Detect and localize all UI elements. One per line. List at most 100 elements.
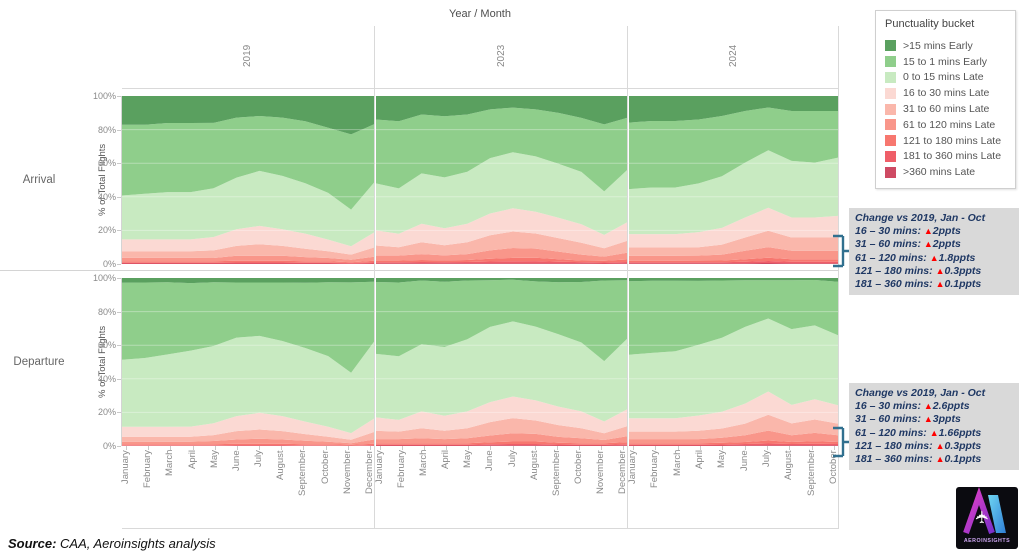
x-axis-month-label: April [440,450,452,470]
x-axis-tick-mark [424,446,426,450]
y-axis-tick-label: 20% [97,225,116,236]
area-band [122,429,374,444]
area-band [376,96,627,125]
x-axis-tick-mark [402,446,404,450]
y-axis-tick-mark [117,163,121,165]
legend-item-label: 31 to 60 mins Late [903,103,990,116]
x-axis-month-label: January [120,450,131,484]
x-axis-month-label: June [230,450,242,471]
bottom-axis-line [122,528,839,529]
legend-item[interactable]: 15 to 1 mins Early [885,54,1006,70]
legend-item-label: 0 to 15 mins Late [903,71,984,84]
triangle-up-icon: ▲ [935,279,945,290]
y-axis-tick-label: 80% [97,124,116,135]
area-band [376,279,627,362]
x-axis-month-label: November [341,450,353,494]
area-band [376,257,627,263]
x-axis-tick-mark [534,446,536,450]
area-band [122,281,374,373]
y-axis-tick-mark [117,412,121,414]
x-axis-month-label: May [462,450,474,468]
legend-swatch-icon [885,150,896,162]
legend-item[interactable]: 181 to 360 mins Late [885,149,1006,165]
legend-swatch-icon [885,71,896,83]
area-band [629,261,838,264]
legend-item[interactable]: 16 to 30 mins Late [885,85,1006,101]
source-label: Source: [8,536,57,551]
annotation-line: 16 – 30 mins: ▲2.6ppts [855,400,970,413]
year-facet-label: 2024 [727,44,739,68]
y-axis-tick-mark [117,278,121,279]
area-band [376,107,627,192]
y-axis-tick-label: 100% [92,273,116,283]
x-axis-month-label: September [550,450,562,497]
y-axis-title-arrival: % of Total Flights [97,143,108,217]
x-axis-month-label: May [208,450,220,468]
x-axis-tick-mark [148,446,150,450]
triangle-up-icon: ▲ [929,427,939,438]
area-band [629,445,838,446]
area-band [629,440,838,445]
x-axis-month-label: September [805,450,817,497]
x-axis-month-label: February [649,450,661,489]
x-axis-tick-mark [512,446,514,450]
row-label-arrival: Arrival [22,174,56,186]
annotation-line: 31 – 60 mins: ▲2ppts [855,238,961,251]
y-axis-tick-label: 60% [97,158,116,169]
y-axis-line-arrival [121,96,122,264]
y-axis-title-departure: % of Total Flights [97,325,108,399]
panel-right-border [838,26,839,528]
legend-item[interactable]: 61 to 120 mins Late [885,117,1006,133]
area-band [122,438,374,445]
area-band [376,321,627,422]
x-axis-tick-mark [347,446,349,450]
legend-item[interactable]: 0 to 15 mins Late [885,70,1006,86]
area-band [122,278,374,284]
area-band [629,263,838,264]
panel-separator-1 [374,26,375,528]
x-axis-month-label: January [374,450,385,484]
triangle-up-icon: ▲ [923,239,933,250]
annotation-line: 181 – 360 mins: ▲0.1ppts [855,453,982,466]
legend-item-label: 16 to 30 mins Late [903,87,990,100]
area-band [122,445,374,446]
legend-item-label: 15 to 1 mins Early [903,55,988,68]
y-axis-tick-label: 40% [97,373,116,384]
area-band [122,260,374,263]
area-band [629,257,838,263]
x-axis-month-label: March [671,450,683,477]
legend-item[interactable]: 31 to 60 mins Late [885,101,1006,117]
legend-item[interactable]: 121 to 180 mins Late [885,133,1006,149]
legend-item-label: 121 to 180 mins Late [903,134,1002,147]
x-axis-tick-mark [744,446,746,450]
area-band [122,225,374,255]
legend-item[interactable]: >360 mins Late [885,164,1006,180]
triangle-up-icon: ▲ [923,401,933,412]
y-axis-tick-mark [117,196,121,198]
x-axis-tick-mark [303,446,305,450]
x-axis-tick-mark [446,446,448,450]
area-band [122,443,374,446]
legend-swatch-icon [885,166,896,178]
x-axis-tick-mark [767,446,768,450]
triangle-up-icon: ▲ [935,265,945,276]
panel-departure-2019 [122,278,374,446]
triangle-up-icon: ▲ [935,454,945,465]
legend: Punctuality bucket >15 mins Early 15 to 1… [875,10,1016,190]
area-band [629,278,838,282]
year-facet-label: 2023 [495,44,507,68]
y-axis-tick-label: 0% [102,441,116,451]
area-band [376,248,627,261]
aeroinsights-logo: ✈ AEROINSIGHTS [956,486,1018,549]
y-axis-tick-mark [117,96,121,97]
logo-wordmark: AEROINSIGHTS [964,538,1010,544]
column-axis-title: Year / Month [449,8,511,20]
x-axis-tick-mark [281,446,283,450]
x-axis-month-label: January [627,450,638,484]
x-axis-tick-mark [633,446,634,450]
legend-item-label: 181 to 360 mins Late [903,150,1002,163]
annotation-departure-change: Change vs 2019, Jan - Oct 16 – 30 mins: … [849,383,1019,471]
legend-item[interactable]: >15 mins Early [885,38,1006,54]
annotation-line: 61 – 120 mins: ▲1.8ppts [855,251,976,264]
